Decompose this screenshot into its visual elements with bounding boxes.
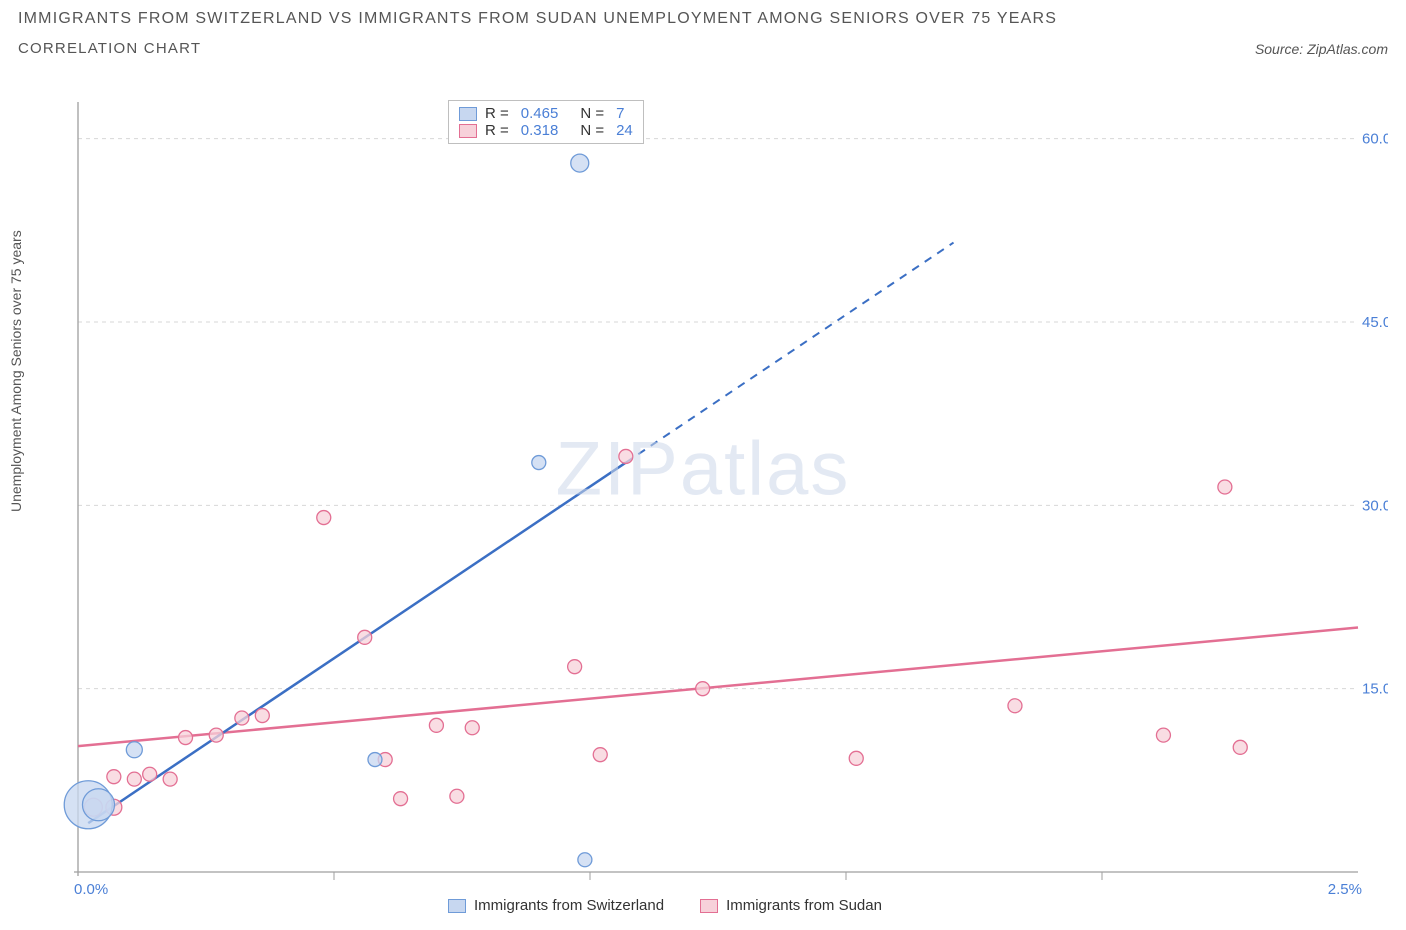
source-name: ZipAtlas.com <box>1307 41 1388 57</box>
legend-r-label: R = <box>485 105 509 122</box>
swatch-sudan-icon <box>700 899 718 913</box>
legend-sudan-r: 0.318 <box>521 122 559 139</box>
legend-stats: R = 0.465 N = 7 R = 0.318 N = 24 <box>448 100 644 144</box>
chart-title-line1: IMMIGRANTS FROM SWITZERLAND VS IMMIGRANT… <box>18 10 1388 28</box>
chart-title-line2: CORRELATION CHART <box>18 40 201 57</box>
legend-n-label: N = <box>580 122 604 139</box>
legend-switzerland-label: Immigrants from Switzerland <box>474 897 664 914</box>
svg-text:2.5%: 2.5% <box>1328 881 1362 898</box>
svg-text:60.0%: 60.0% <box>1362 131 1388 148</box>
scatter-chart-svg: 15.0% 30.0% 45.0% 60.0% 0.0% 2.5% <box>18 92 1388 912</box>
legend-n-label: N = <box>580 105 604 122</box>
svg-text:30.0%: 30.0% <box>1362 497 1388 514</box>
chart-area: Unemployment Among Seniors over 75 years… <box>18 92 1388 912</box>
legend-item-sudan: Immigrants from Sudan <box>700 897 882 914</box>
legend-sudan-n: 24 <box>616 122 633 139</box>
svg-text:45.0%: 45.0% <box>1362 314 1388 331</box>
legend-switzerland-r: 0.465 <box>521 105 559 122</box>
legend-series: Immigrants from Switzerland Immigrants f… <box>448 897 882 914</box>
svg-text:15.0%: 15.0% <box>1362 681 1388 698</box>
svg-text:0.0%: 0.0% <box>74 881 108 898</box>
swatch-sudan-icon <box>459 124 477 138</box>
legend-r-label: R = <box>485 122 509 139</box>
swatch-switzerland-icon <box>459 107 477 121</box>
source-prefix: Source: <box>1255 41 1307 57</box>
legend-stats-row-sudan: R = 0.318 N = 24 <box>459 122 633 139</box>
legend-sudan-label: Immigrants from Sudan <box>726 897 882 914</box>
chart-source: Source: ZipAtlas.com <box>1255 41 1388 57</box>
legend-switzerland-n: 7 <box>616 105 624 122</box>
legend-item-switzerland: Immigrants from Switzerland <box>448 897 664 914</box>
legend-stats-row-switzerland: R = 0.465 N = 7 <box>459 105 633 122</box>
y-axis-label: Unemployment Among Seniors over 75 years <box>8 230 24 512</box>
swatch-switzerland-icon <box>448 899 466 913</box>
